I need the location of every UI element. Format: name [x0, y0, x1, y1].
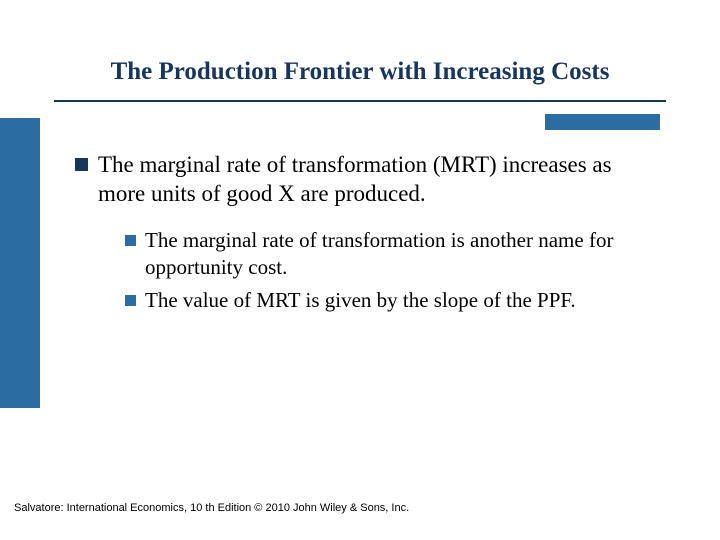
slide-title: The Production Frontier with Increasing … [54, 58, 666, 86]
bullet-text: The marginal rate of transformation (MRT… [98, 150, 660, 209]
content-area: The marginal rate of transformation (MRT… [0, 102, 720, 314]
footer-text: Salvatore: International Economics, 10 t… [14, 502, 409, 514]
square-bullet-icon [125, 235, 136, 246]
title-area: The Production Frontier with Increasing … [0, 0, 720, 102]
bullet-level1: The marginal rate of transformation (MRT… [75, 150, 660, 209]
square-bullet-icon [125, 295, 136, 306]
bullet-level2: The value of MRT is given by the slope o… [125, 287, 660, 314]
square-bullet-icon [75, 158, 88, 171]
bullet-level2: The marginal rate of transformation is a… [125, 227, 660, 281]
accent-bar [545, 114, 660, 130]
sidebar-accent [0, 118, 40, 408]
bullet-text: The value of MRT is given by the slope o… [145, 287, 576, 314]
sub-bullet-list: The marginal rate of transformation is a… [75, 227, 660, 314]
bullet-text: The marginal rate of transformation is a… [145, 227, 660, 281]
